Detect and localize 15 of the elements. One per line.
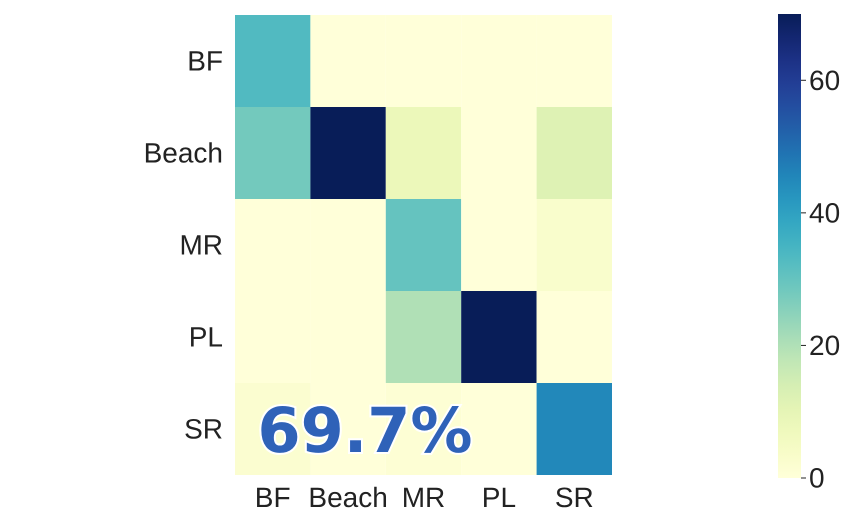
y-tick-label: SR <box>184 414 223 444</box>
y-tick-label: PL <box>188 322 223 352</box>
color-bar-label: 60 <box>809 64 840 96</box>
color-bar-label: 0 <box>809 462 825 494</box>
color-bar-label: 20 <box>809 330 840 361</box>
x-tick-label: Beach <box>308 482 388 513</box>
x-tick-label: PL <box>482 482 516 513</box>
x-tick-label: MR <box>402 482 446 513</box>
y-tick-label: MR <box>179 230 223 260</box>
y-tick-label: Beach <box>144 138 223 168</box>
annotation: 69.7% <box>257 394 473 467</box>
x-tick-label: BF <box>254 482 291 513</box>
color-bar-label: 40 <box>809 197 840 228</box>
y-tick-label: BF <box>187 46 223 76</box>
x-tick-label: SR <box>554 482 594 513</box>
